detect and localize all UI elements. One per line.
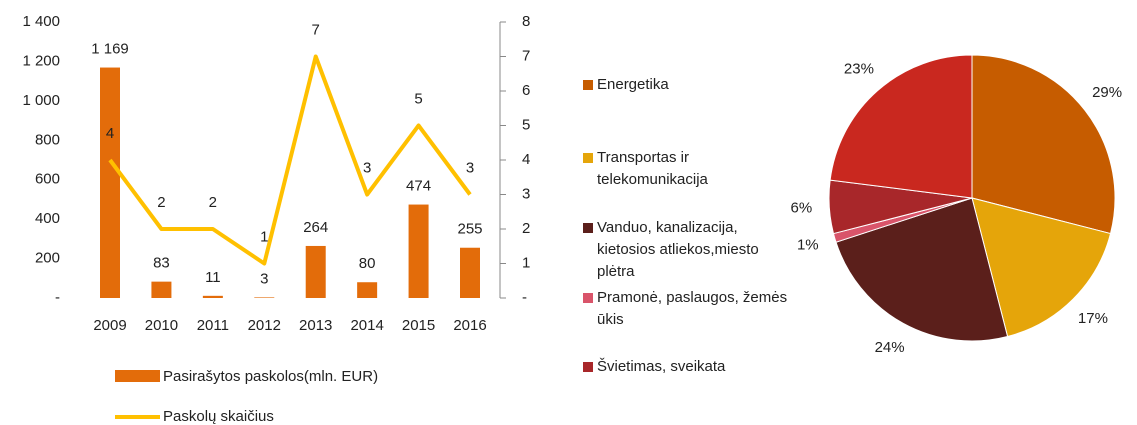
x-tick-label: 2016 — [453, 317, 486, 334]
bar — [357, 282, 378, 298]
line-label: 5 — [414, 90, 422, 107]
bar-label: 83 — [153, 255, 170, 272]
x-tick-label: 2013 — [299, 317, 332, 334]
bar — [151, 281, 172, 298]
bar-label: 255 — [457, 221, 482, 238]
bar-label: 474 — [406, 178, 431, 195]
y2-tick-label: 7 — [522, 47, 530, 64]
legend-swatch — [115, 370, 160, 382]
y2-tick-label: 8 — [522, 13, 530, 30]
x-tick-label: 2009 — [93, 317, 126, 334]
legend-item: Pramonė, paslaugos, žemės ūkis — [583, 287, 797, 331]
line-label: 4 — [106, 125, 114, 142]
bar — [408, 204, 429, 298]
x-tick-label: 2011 — [197, 317, 229, 334]
pie-label: 29% — [1092, 84, 1122, 101]
bar — [305, 245, 326, 298]
pie-label: 24% — [875, 339, 905, 356]
y-tick-label: - — [55, 289, 60, 306]
x-tick-label: 2015 — [402, 317, 435, 334]
pie-slice — [835, 197, 1009, 342]
legend-item: Švietimas, sveikata — [583, 356, 797, 378]
pie-label: 6% — [790, 200, 812, 217]
legend-label: Energetika — [597, 76, 669, 93]
pie-label: 23% — [844, 61, 874, 78]
legend-label: Švietimas, sveikata — [597, 358, 726, 375]
y2-tick-label: 3 — [522, 185, 530, 202]
pie-slice — [829, 54, 973, 199]
y2-tick-label: 2 — [522, 220, 530, 237]
y2-tick-label: 1 — [522, 254, 530, 271]
line-label: 3 — [363, 159, 371, 176]
legend-label: Transportas ir telekomunikacija — [597, 149, 708, 188]
legend-label: Vanduo, kanalizacija, kietosios atliekos… — [597, 219, 759, 280]
x-tick-label: 2012 — [248, 317, 281, 334]
legend-swatch — [583, 293, 593, 303]
legend-swatch — [583, 153, 593, 163]
pie-label: 17% — [1078, 310, 1108, 327]
y-tick-label: 800 — [35, 131, 60, 148]
line-label: 2 — [157, 194, 165, 211]
x-tick-label: 2010 — [145, 317, 178, 334]
bar — [100, 67, 120, 298]
pie-label: 1% — [797, 237, 819, 254]
y-tick-label: 1 200 — [22, 52, 60, 69]
legend-label: Paskolų skaičius — [163, 408, 274, 425]
y-tick-label: 1 400 — [22, 13, 60, 30]
bar — [254, 297, 275, 298]
y-tick-label: 1 000 — [22, 92, 60, 109]
bar-label: 80 — [359, 255, 376, 272]
pie-slice — [971, 54, 1116, 235]
pie-slice — [971, 197, 1112, 338]
legend-item: Energetika — [583, 74, 797, 96]
y2-tick-label: - — [522, 289, 527, 306]
y2-tick-label: 4 — [522, 151, 530, 168]
y2-tick-label: 6 — [522, 82, 530, 99]
bar-label: 1 169 — [91, 41, 129, 58]
bar — [202, 295, 223, 298]
legend-label: Pramonė, paslaugos, žemės ūkis — [597, 289, 788, 328]
line-label: 2 — [209, 194, 217, 211]
line — [108, 54, 472, 266]
legend-label: Pasirašytos paskolos(mln. EUR) — [163, 368, 378, 385]
line-label: 3 — [466, 159, 474, 176]
y-tick-label: 200 — [35, 250, 60, 267]
x-tick-label: 2014 — [350, 317, 383, 334]
bar-label: 3 — [260, 270, 268, 287]
legend-swatch — [583, 223, 593, 233]
legend-item: Vanduo, kanalizacija, kietosios atliekos… — [583, 217, 797, 283]
line-label: 7 — [312, 21, 320, 38]
y-tick-label: 400 — [35, 210, 60, 227]
legend-swatch — [583, 362, 593, 372]
y2-tick-label: 5 — [522, 116, 530, 133]
legend-item: Transportas ir telekomunikacija — [583, 147, 797, 191]
line-label: 1 — [260, 228, 268, 245]
y-tick-label: 600 — [35, 171, 60, 188]
bar-label: 264 — [303, 219, 328, 236]
bar — [460, 247, 480, 298]
bar-label: 11 — [205, 269, 221, 286]
legend-swatch — [583, 80, 593, 90]
